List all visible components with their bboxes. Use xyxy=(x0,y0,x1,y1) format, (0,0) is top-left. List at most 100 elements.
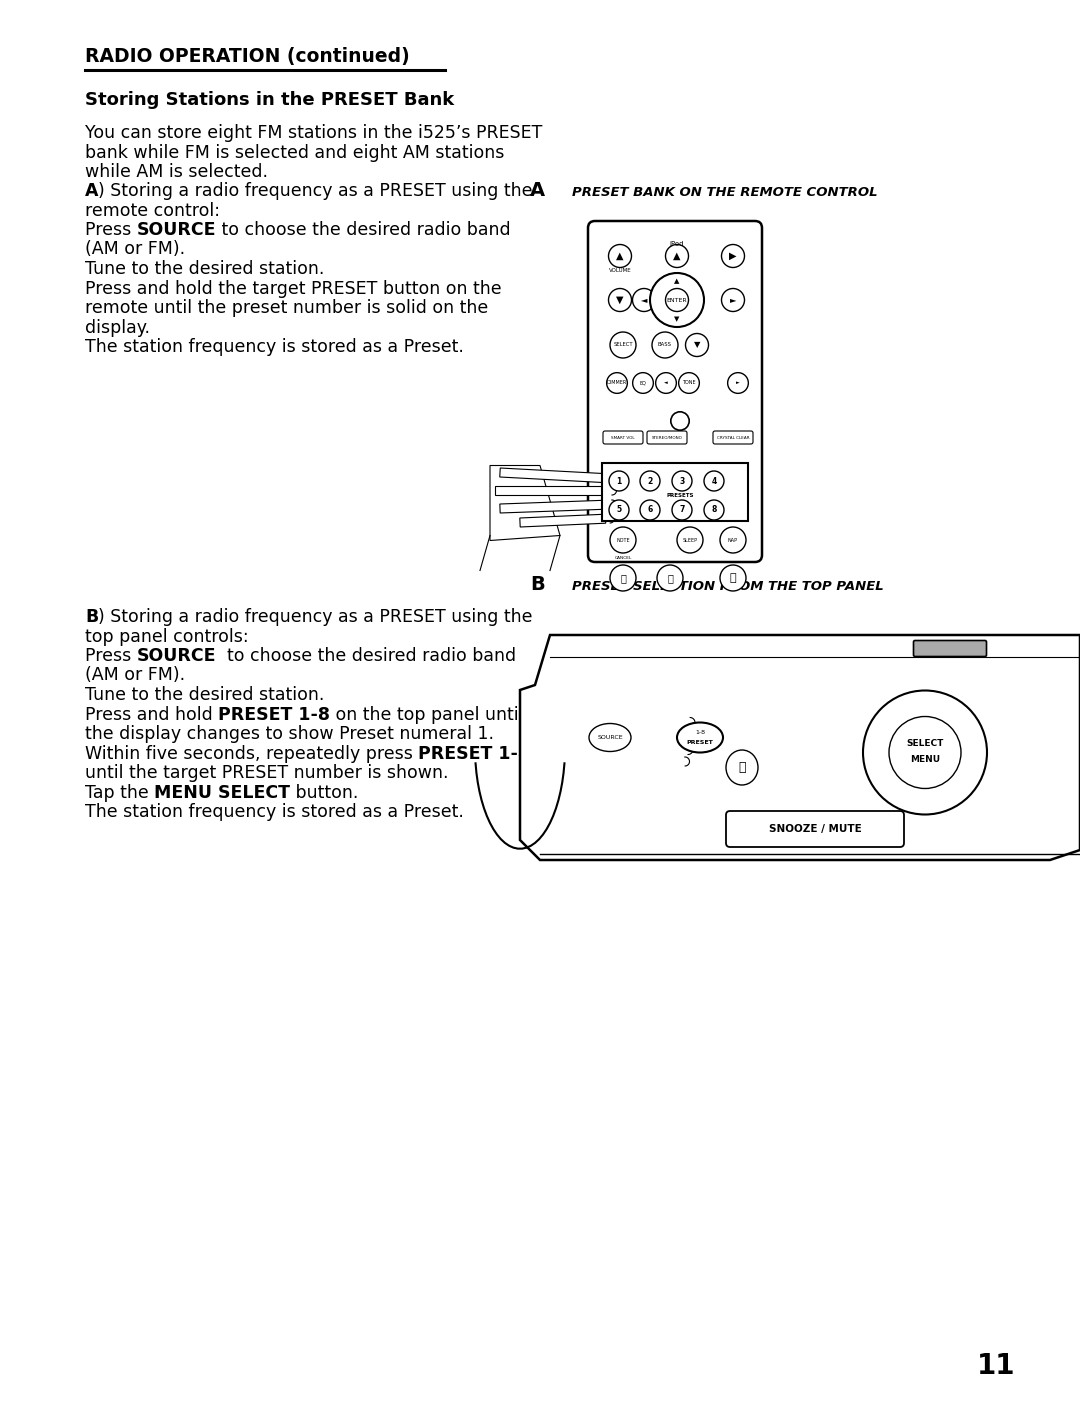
Text: 2: 2 xyxy=(647,476,652,486)
Text: ▼: ▼ xyxy=(617,295,624,305)
Polygon shape xyxy=(519,635,1080,860)
Text: SMART VOL: SMART VOL xyxy=(611,435,635,439)
Circle shape xyxy=(633,288,656,312)
Text: The station frequency is stored as a Preset.: The station frequency is stored as a Pre… xyxy=(85,803,464,820)
Circle shape xyxy=(610,527,636,554)
Text: Storing Stations in the PRESET Bank: Storing Stations in the PRESET Bank xyxy=(85,90,455,109)
Text: ENTER: ENTER xyxy=(666,298,687,302)
Text: B: B xyxy=(85,609,98,626)
Text: ⏰: ⏰ xyxy=(739,761,746,774)
Text: ►: ► xyxy=(730,295,737,305)
Polygon shape xyxy=(610,757,680,770)
Circle shape xyxy=(608,288,632,312)
Text: DIMMER: DIMMER xyxy=(607,380,627,385)
Text: MENU: MENU xyxy=(910,755,940,764)
Circle shape xyxy=(721,244,744,267)
Text: display.: display. xyxy=(85,319,150,336)
Text: the display changes to show Preset numeral 1.: the display changes to show Preset numer… xyxy=(85,724,494,743)
Text: ▼: ▼ xyxy=(674,316,679,322)
Text: ▶: ▶ xyxy=(729,251,737,261)
Text: to choose the desired radio band: to choose the desired radio band xyxy=(216,647,516,665)
Circle shape xyxy=(610,332,636,359)
Text: STEREO/MONO: STEREO/MONO xyxy=(651,435,683,439)
Text: 8: 8 xyxy=(712,505,717,514)
Text: B: B xyxy=(530,575,544,594)
FancyBboxPatch shape xyxy=(647,431,687,443)
Circle shape xyxy=(610,565,636,592)
Text: SELECT: SELECT xyxy=(906,738,944,748)
Text: ▲: ▲ xyxy=(617,251,624,261)
Text: iPod: iPod xyxy=(670,241,685,247)
Circle shape xyxy=(609,500,629,520)
Circle shape xyxy=(678,373,700,394)
Polygon shape xyxy=(490,466,561,541)
Text: remote control:: remote control: xyxy=(85,202,220,219)
Text: ▲: ▲ xyxy=(673,251,680,261)
Circle shape xyxy=(677,527,703,554)
Circle shape xyxy=(728,373,748,394)
Text: TONE: TONE xyxy=(683,380,696,385)
Text: VOLUME: VOLUME xyxy=(609,267,632,273)
Text: Tune to the desired station.: Tune to the desired station. xyxy=(85,686,324,705)
Circle shape xyxy=(720,565,746,592)
Text: button.: button. xyxy=(291,784,359,802)
Circle shape xyxy=(720,527,746,554)
Circle shape xyxy=(672,500,692,520)
Text: until the target PRESET number is shown.: until the target PRESET number is shown. xyxy=(85,764,448,782)
Circle shape xyxy=(671,412,689,431)
Text: CRYSTAL CLEAR: CRYSTAL CLEAR xyxy=(717,435,750,439)
Circle shape xyxy=(650,273,704,328)
Polygon shape xyxy=(590,713,685,727)
Text: PRESET 1-8: PRESET 1-8 xyxy=(418,744,530,762)
Text: Press and hold the target PRESET button on the: Press and hold the target PRESET button … xyxy=(85,280,501,298)
Text: NAP: NAP xyxy=(728,538,738,542)
Text: Press: Press xyxy=(85,222,137,239)
FancyBboxPatch shape xyxy=(603,431,643,443)
Text: EQ: EQ xyxy=(639,380,647,385)
Circle shape xyxy=(652,332,678,359)
Text: You can store eight FM stations in the i525’s PRESET: You can store eight FM stations in the i… xyxy=(85,124,542,143)
Text: SELECT: SELECT xyxy=(613,343,633,347)
Text: SOURCE: SOURCE xyxy=(597,736,623,740)
Text: on the top panel until: on the top panel until xyxy=(330,706,524,723)
Text: while AM is selected.: while AM is selected. xyxy=(85,162,268,181)
Circle shape xyxy=(704,500,724,520)
Text: PRESETS: PRESETS xyxy=(666,493,693,498)
Text: PRESET SELECTION FROM THE TOP PANEL: PRESET SELECTION FROM THE TOP PANEL xyxy=(572,580,883,593)
Ellipse shape xyxy=(589,723,631,751)
Text: SOURCE: SOURCE xyxy=(137,647,216,665)
Ellipse shape xyxy=(677,723,723,753)
Circle shape xyxy=(704,472,724,491)
Polygon shape xyxy=(500,500,608,513)
Text: ⏰: ⏰ xyxy=(667,573,673,583)
Text: The station frequency is stored as a Preset.: The station frequency is stored as a Pre… xyxy=(85,337,464,356)
Text: Tap the: Tap the xyxy=(85,784,154,802)
Text: ◄: ◄ xyxy=(664,380,667,385)
Polygon shape xyxy=(500,467,608,483)
Text: Press: Press xyxy=(85,647,137,665)
Circle shape xyxy=(665,288,689,312)
FancyBboxPatch shape xyxy=(588,222,762,562)
Text: SNOOZE / MUTE: SNOOZE / MUTE xyxy=(769,825,862,834)
Ellipse shape xyxy=(726,750,758,785)
Text: ▼: ▼ xyxy=(693,340,700,350)
Text: BASS: BASS xyxy=(658,343,672,347)
FancyBboxPatch shape xyxy=(726,810,904,847)
Polygon shape xyxy=(595,744,683,755)
Text: Press and hold: Press and hold xyxy=(85,706,218,723)
Circle shape xyxy=(863,690,987,815)
Text: NOTE: NOTE xyxy=(617,538,630,542)
Text: 6: 6 xyxy=(647,505,652,514)
Text: ⏻: ⏻ xyxy=(730,573,737,583)
Text: ▲: ▲ xyxy=(674,278,679,284)
Polygon shape xyxy=(519,514,606,527)
Text: (AM or FM).: (AM or FM). xyxy=(85,240,185,258)
Circle shape xyxy=(665,244,689,267)
Circle shape xyxy=(656,373,676,394)
FancyBboxPatch shape xyxy=(713,431,753,443)
Text: ) Storing a radio frequency as a PRESET using the: ) Storing a radio frequency as a PRESET … xyxy=(98,609,532,626)
Text: 11: 11 xyxy=(976,1353,1015,1380)
Text: 4: 4 xyxy=(712,476,717,486)
Text: MENU SELECT: MENU SELECT xyxy=(154,784,291,802)
Circle shape xyxy=(640,472,660,491)
